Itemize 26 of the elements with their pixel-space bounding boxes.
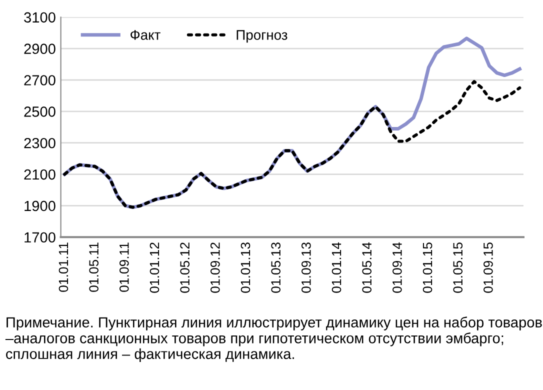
text: Примечание. Пунктирная линия иллюстрирует динамику цен на набор товаров –аналогов санкционных товаров при гипотетическом отсутствии эмбарго; сплошная линия – фактическая динамика. (5, 316, 542, 362)
x-tick-label: 01.01.13 (240, 242, 250, 293)
x-tick-label: 01.09.15 (484, 242, 493, 293)
y-tick-label: 2300 (24, 138, 56, 148)
x-tick-label: 01.05.14 (362, 242, 372, 293)
y-tick-label: 2500 (24, 106, 56, 117)
x-tick-label: 01.01.14 (332, 242, 342, 293)
x-tick-label: 01.01.15 (422, 242, 432, 293)
y-tick-label: 1900 (24, 200, 56, 212)
x-tick-label: 01.09.12 (210, 242, 220, 293)
x-tick-label: 01.05.11 (89, 242, 98, 292)
y-tick-label: 2700 (24, 75, 56, 86)
y-tick-label: 2100 (24, 169, 56, 180)
x-tick-label: 01.01.11 (58, 242, 68, 292)
x-tick-label: 01.09.13 (302, 242, 311, 293)
x-tick-label: 01.01.12 (150, 242, 160, 293)
x-tick-label: 01.05.12 (180, 242, 190, 293)
y-tick-label: 3100 (24, 12, 56, 23)
x-tick-label: 01.09.14 (392, 242, 402, 293)
y-tick-label: 2900 (24, 44, 56, 54)
x-tick-label: 01.09.11 (119, 242, 129, 292)
y-tick-label: 1700 (24, 232, 56, 243)
x-tick-label: 01.05.15 (453, 242, 463, 293)
x-tick-label: 01.05.13 (271, 242, 281, 293)
legend-label: Факт (130, 30, 160, 40)
legend-label: Прогноз (236, 30, 288, 43)
